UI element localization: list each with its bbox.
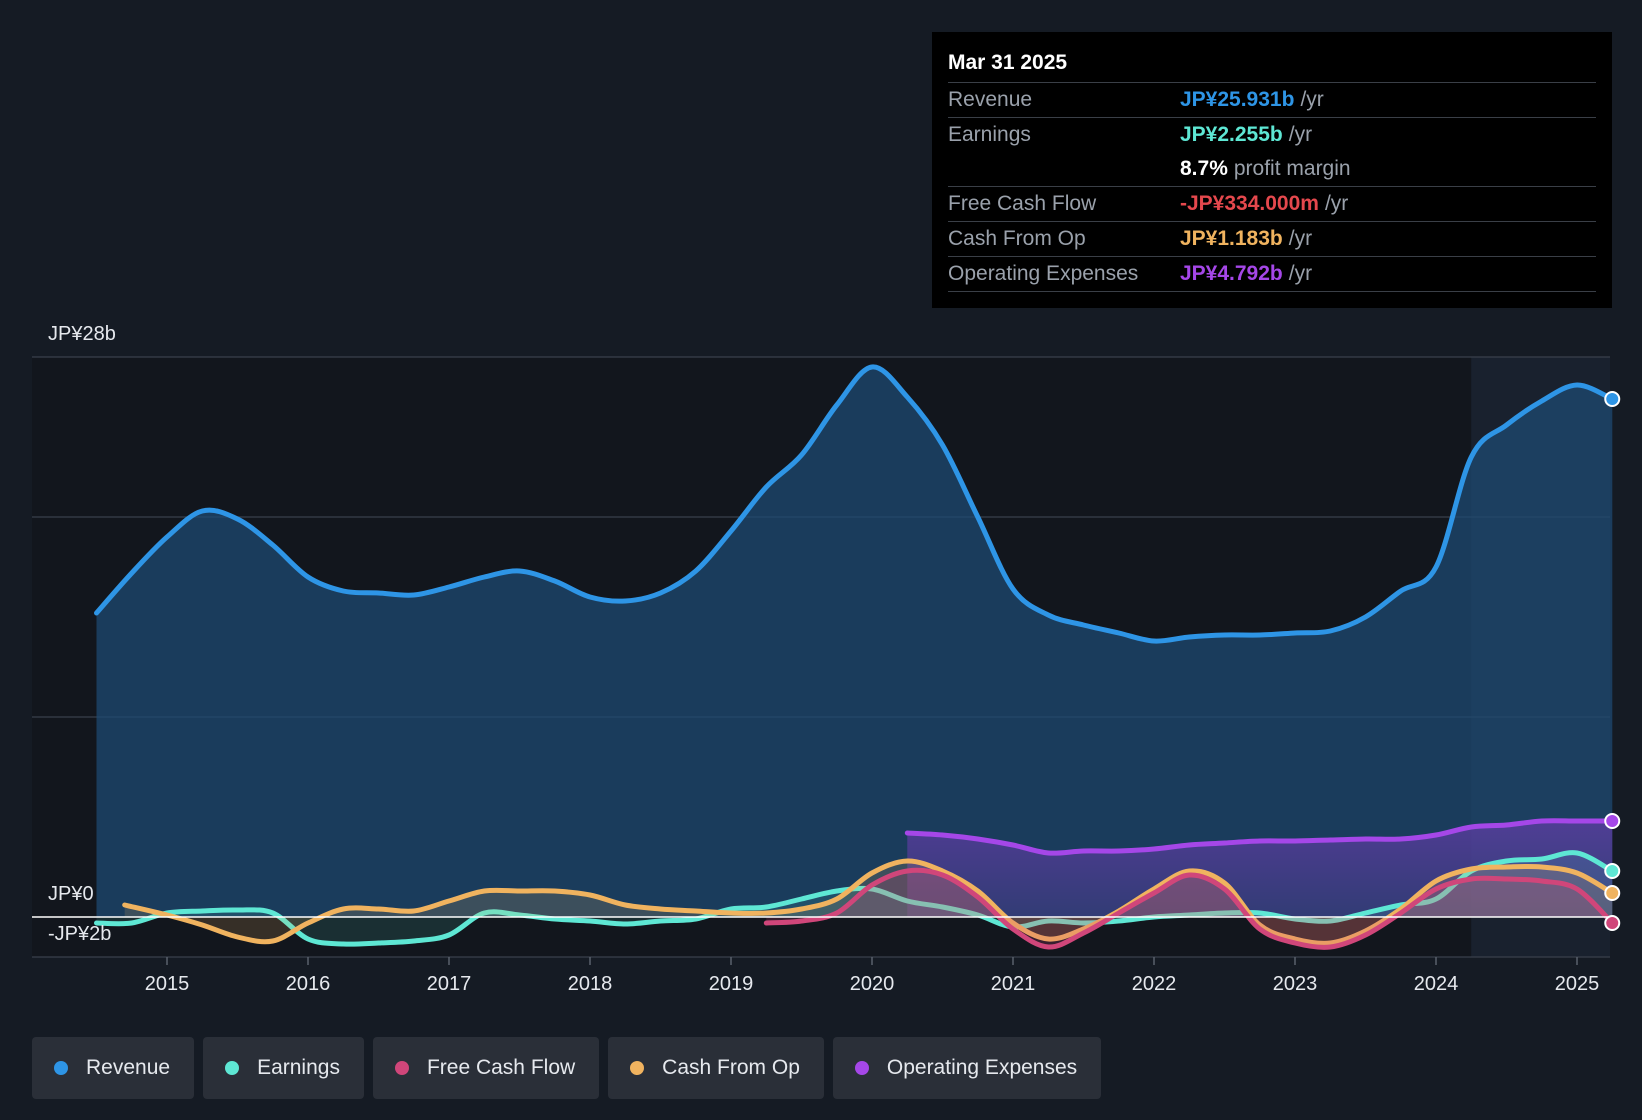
- tooltip-row-operating-expenses: Operating Expenses JP¥4.792b /yr: [948, 257, 1596, 292]
- series-line-operating-expenses: [904, 818, 1615, 856]
- legend-dot-icon: [854, 1061, 869, 1075]
- legend-dot-icon: [630, 1061, 645, 1075]
- tooltip-label: Revenue: [948, 88, 1033, 111]
- legend: Revenue Earnings Free Cash Flow Cash Fro…: [32, 1037, 1102, 1099]
- series-end-dot-cash-from-op: [1604, 885, 1621, 901]
- tooltip: Mar 31 2025 Revenue JP¥25.931b /yr Earni…: [932, 32, 1612, 308]
- tooltip-date: Mar 31 2025: [948, 46, 1596, 83]
- tooltip-unit: /yr: [1300, 88, 1324, 111]
- tooltip-label: Cash From Op: [948, 227, 1086, 250]
- tooltip-label: Free Cash Flow: [948, 192, 1097, 215]
- series-end-dot-revenue: [1604, 391, 1621, 407]
- x-tick-label: 2021: [991, 973, 1036, 995]
- tooltip-value: -JP¥334.000m: [1180, 192, 1319, 215]
- series-end-dot-earnings: [1604, 863, 1621, 879]
- legend-item-free-cash-flow[interactable]: Free Cash Flow: [372, 1037, 600, 1099]
- legend-item-earnings[interactable]: Earnings: [203, 1037, 364, 1099]
- tooltip-label: Operating Expenses: [948, 262, 1139, 285]
- tooltip-unit: /yr: [1288, 227, 1313, 250]
- series-line-cash-from-op: [122, 858, 1615, 946]
- legend-label: Revenue: [86, 1056, 171, 1079]
- series-area-revenue: [96, 366, 1613, 917]
- legend-item-operating-expenses[interactable]: Operating Expenses: [832, 1037, 1102, 1099]
- tooltip-unit: /yr: [1324, 192, 1349, 215]
- tooltip-value: JP¥25.931b: [1180, 88, 1295, 111]
- y-axis-zero-label: JP¥0: [48, 883, 94, 905]
- tooltip-row-earnings: Earnings JP¥2.255b /yr: [948, 118, 1596, 152]
- tooltip-value: JP¥1.183b: [1180, 227, 1283, 250]
- x-tick-label: 2022: [1132, 973, 1177, 995]
- legend-item-cash-from-op[interactable]: Cash From Op: [608, 1037, 824, 1099]
- legend-dot-icon: [394, 1061, 409, 1075]
- x-tick-label: 2018: [568, 973, 613, 995]
- series-line-free-cash-flow: [763, 867, 1615, 950]
- tooltip-value: 8.7%: [1180, 157, 1228, 180]
- tooltip-row-profit-margin: 8.7% profit margin: [948, 152, 1596, 187]
- x-tick-label: 2025: [1555, 973, 1600, 995]
- y-axis-top-label: JP¥28b: [48, 323, 116, 345]
- legend-label: Earnings: [257, 1056, 340, 1079]
- tooltip-unit: profit margin: [1233, 157, 1351, 180]
- x-tick-label: 2017: [427, 973, 472, 995]
- series-area-operating-expenses: [907, 820, 1613, 917]
- tooltip-value: JP¥4.792b: [1180, 262, 1283, 285]
- series-line-revenue: [94, 364, 1615, 644]
- legend-label: Free Cash Flow: [426, 1056, 576, 1079]
- x-tick-label: 2015: [145, 973, 190, 995]
- series-area-free-cash-flow: [766, 870, 1613, 948]
- legend-dot-icon: [54, 1061, 68, 1075]
- tooltip-row-revenue: Revenue JP¥25.931b /yr: [948, 83, 1596, 118]
- series-end-dot-operating-expenses: [1604, 813, 1621, 829]
- legend-label: Operating Expenses: [886, 1056, 1078, 1079]
- tooltip-unit: /yr: [1288, 123, 1313, 146]
- legend-label: Cash From Op: [662, 1056, 800, 1079]
- x-tick-label: 2024: [1414, 973, 1459, 995]
- x-tick-label: 2016: [286, 973, 331, 995]
- legend-dot-icon: [225, 1061, 240, 1075]
- series-end-dot-free-cash-flow: [1604, 915, 1621, 931]
- series-area-cash-from-op: [124, 860, 1613, 944]
- tooltip-label: Earnings: [948, 123, 1031, 146]
- tooltip-label: [948, 152, 1180, 186]
- y-axis-bottom-label: -JP¥2b: [48, 923, 111, 945]
- x-tick-label: 2020: [850, 973, 895, 995]
- legend-item-revenue[interactable]: Revenue: [32, 1037, 195, 1099]
- x-tick-label: 2023: [1273, 973, 1318, 995]
- x-tick-label: 2019: [709, 973, 754, 995]
- tooltip-unit: /yr: [1288, 262, 1313, 285]
- tooltip-row-cash-from-op: Cash From Op JP¥1.183b /yr: [948, 222, 1596, 257]
- tooltip-row-free-cash-flow: Free Cash Flow -JP¥334.000m /yr: [948, 187, 1596, 222]
- tooltip-value: JP¥2.255b: [1180, 123, 1283, 146]
